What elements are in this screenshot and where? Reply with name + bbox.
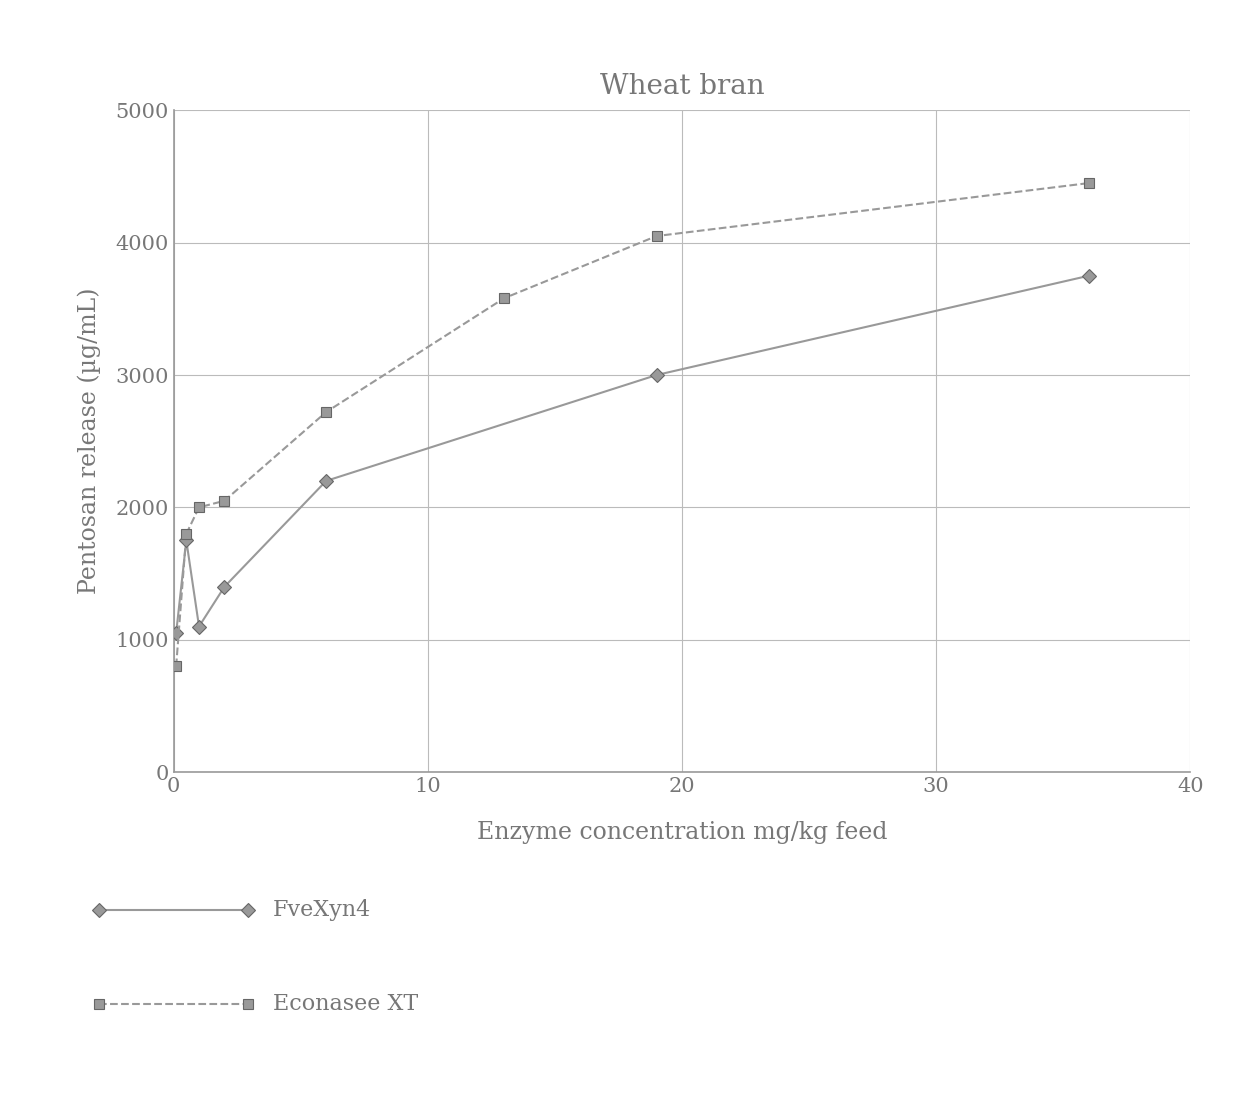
FveXyn4 (217, 580, 232, 593)
FveXyn4 (650, 368, 665, 382)
Text: Econasee XT: Econasee XT (273, 993, 418, 1015)
FveXyn4 (191, 620, 206, 633)
FveXyn4 (179, 534, 193, 547)
Econasee XT (496, 291, 512, 304)
Y-axis label: Pentosan release (µg/mL): Pentosan release (µg/mL) (78, 288, 102, 595)
Title: Wheat bran: Wheat bran (600, 73, 764, 99)
Econasee XT (169, 660, 184, 673)
Line: Econasee XT: Econasee XT (171, 179, 1094, 671)
Line: FveXyn4: FveXyn4 (171, 271, 1094, 638)
Econasee XT (191, 501, 206, 514)
Econasee XT (319, 406, 334, 419)
Econasee XT (217, 494, 232, 507)
Econasee XT (650, 229, 665, 243)
FveXyn4 (1081, 269, 1096, 282)
X-axis label: Enzyme concentration mg/kg feed: Enzyme concentration mg/kg feed (476, 821, 888, 844)
Econasee XT (179, 527, 193, 540)
Econasee XT (1081, 176, 1096, 190)
FveXyn4 (169, 627, 184, 640)
Text: FveXyn4: FveXyn4 (273, 899, 371, 921)
FveXyn4 (319, 474, 334, 488)
